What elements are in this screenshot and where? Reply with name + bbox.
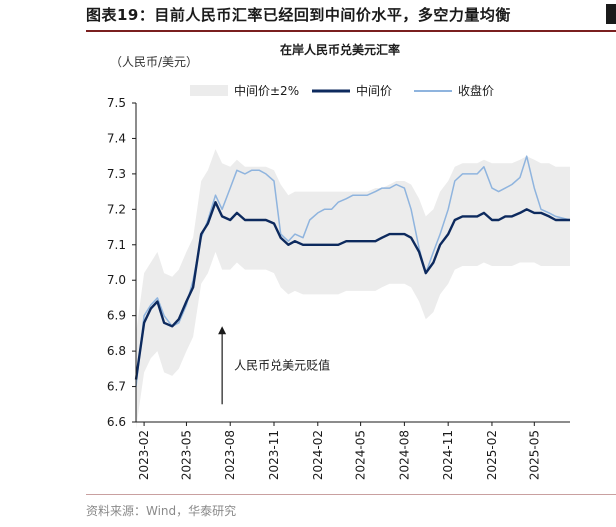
y-tick-label: 6.9 (107, 309, 126, 323)
y-tick-label: 7.5 (107, 96, 126, 110)
figure-title: 图表19：目前人民币汇率已经回到中间价水平，多空力量均衡 (86, 4, 511, 25)
legend-swatch-band (190, 85, 228, 96)
x-tick-label: 2024-02 (311, 430, 325, 480)
chart-title: 在岸人民币兑美元汇率 (280, 42, 400, 57)
figure-label: 图表19： (86, 6, 155, 24)
figure-caption: 目前人民币汇率已经回到中间价水平，多空力量均衡 (154, 6, 511, 24)
x-tick-label: 2024-11 (441, 430, 455, 480)
x-tick-label: 2025-05 (527, 430, 541, 480)
y-tick-label: 7.4 (107, 131, 126, 145)
line-mid-rate (134, 200, 570, 380)
footer-rule (86, 494, 616, 495)
annotation-label: 人民币兑美元贬值 (234, 357, 330, 372)
legend-label: 中间价 (356, 83, 392, 98)
y-tick-label: 6.7 (107, 380, 126, 394)
legend: 中间价±2% 中间价 收盘价 (190, 83, 494, 98)
x-tick-label: 2023-05 (179, 430, 193, 480)
annotation-arrow-head (218, 326, 227, 335)
x-tick-label: 2024-05 (354, 430, 368, 480)
title-rule (86, 30, 616, 32)
x-tick-label: 2025-02 (485, 430, 499, 480)
y-unit-label: （人民币/美元） (110, 55, 199, 69)
legend-label: 中间价±2% (234, 83, 299, 98)
y-tick-label: 7.1 (107, 238, 126, 252)
x-tick-label: 2024-08 (397, 430, 411, 480)
band-mid-rate-2pct (136, 149, 570, 430)
y-tick-label: 6.6 (107, 415, 126, 429)
x-tick-label: 2023-11 (267, 430, 281, 480)
plot-area (134, 149, 571, 430)
x-tick-label: 2023-08 (223, 430, 237, 480)
y-tick-label: 7.0 (107, 273, 126, 287)
source-note: 资料来源：Wind，华泰研究 (86, 504, 237, 518)
y-tick-label: 6.8 (107, 344, 126, 358)
y-tick-label: 7.3 (107, 167, 126, 181)
annotations: 人民币兑美元贬值 (218, 326, 330, 405)
x-tick-label: 2023-02 (137, 430, 151, 480)
legend-label: 收盘价 (458, 83, 494, 98)
line-close-rate (135, 155, 571, 387)
edge-fragment (606, 4, 616, 24)
y-tick-label: 7.2 (107, 202, 126, 216)
axes: 6.6 6.7 6.8 6.9 7.0 7.1 7.2 7.3 7.4 7.5 2023-02 202… (107, 96, 570, 480)
